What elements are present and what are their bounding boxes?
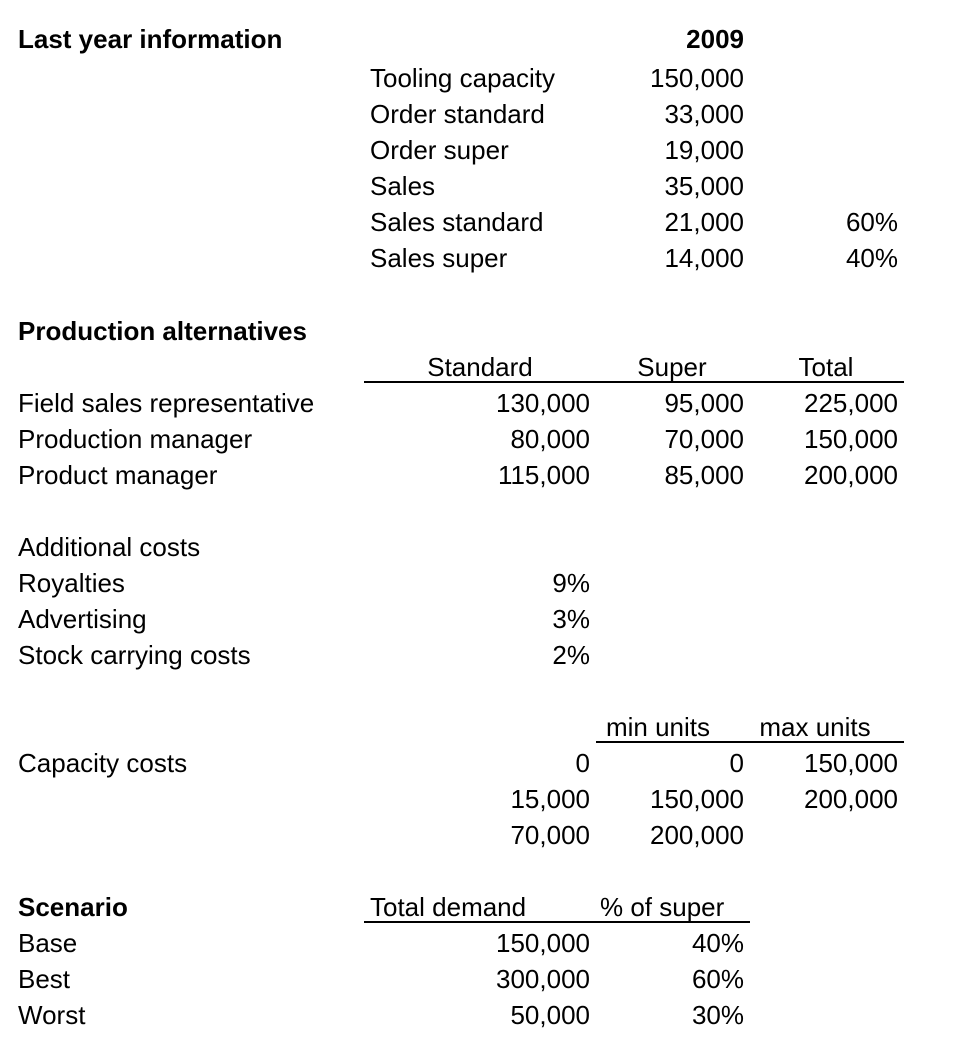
- scenario-row-label: Base: [18, 928, 78, 958]
- scenario-super-pct-value: 30%: [691, 1000, 744, 1030]
- col-header-super: Super: [637, 352, 707, 382]
- last-year-label: Sales standard: [370, 207, 544, 237]
- capacity-label: Capacity costs: [18, 748, 188, 778]
- col-header-total-demand: Total demand: [370, 892, 527, 922]
- last-year-label: Sales super: [370, 243, 508, 273]
- last-year-value: 21,000: [664, 207, 744, 237]
- additional-row-label: Royalties: [18, 568, 125, 598]
- additional-row-value: 9%: [552, 568, 590, 598]
- production-heading: Production alternatives: [18, 316, 307, 346]
- additional-row-value: 3%: [552, 604, 590, 634]
- production-total-value: 200,000: [804, 460, 898, 490]
- last-year-heading: Last year information: [18, 24, 283, 54]
- col-header-min-units: min units: [605, 712, 711, 742]
- production-super-value: 70,000: [664, 424, 744, 454]
- scenario-header-rule: [364, 921, 750, 923]
- scenario-demand-value: 300,000: [496, 964, 590, 994]
- additional-row-label: Advertising: [18, 604, 147, 634]
- last-year-pct: 60%: [845, 207, 898, 237]
- production-row-label: Field sales representative: [18, 388, 315, 418]
- scenario-super-pct-value: 60%: [691, 964, 744, 994]
- production-super-value: 85,000: [664, 460, 744, 490]
- col-header-total: Total: [798, 352, 854, 382]
- last-year-value: 19,000: [664, 135, 744, 165]
- production-super-value: 95,000: [664, 388, 744, 418]
- production-standard-value: 80,000: [510, 424, 590, 454]
- col-header-standard: Standard: [427, 352, 533, 382]
- capacity-max-value: 150,000: [804, 748, 898, 778]
- last-year-value: 14,000: [664, 243, 744, 273]
- production-standard-value: 115,000: [497, 460, 590, 490]
- capacity-min-value: 150,000: [650, 784, 744, 814]
- scenario-super-pct-value: 40%: [691, 928, 744, 958]
- last-year-label: Order super: [370, 135, 509, 165]
- scenario-demand-value: 150,000: [496, 928, 590, 958]
- capacity-min-value: 0: [729, 748, 744, 778]
- production-total-value: 150,000: [804, 424, 898, 454]
- capacity-max-value: 200,000: [804, 784, 898, 814]
- production-row-label: Production manager: [18, 424, 253, 454]
- col-header-pct-super: % of super: [600, 892, 725, 922]
- additional-row-value: 2%: [552, 640, 590, 670]
- additional-row-label: Stock carrying costs: [18, 640, 251, 670]
- last-year-value: 33,000: [664, 99, 744, 129]
- capacity-header-rule: [596, 741, 904, 743]
- production-header-rule: [364, 381, 904, 383]
- last-year-value: 150,000: [650, 63, 744, 93]
- capacity-cost-value: 15,000: [510, 784, 590, 814]
- last-year-pct: 40%: [845, 243, 898, 273]
- capacity-cost-value: 70,000: [510, 820, 590, 850]
- last-year-label: Order standard: [370, 99, 545, 129]
- capacity-cost-value: 0: [575, 748, 590, 778]
- capacity-min-value: 200,000: [650, 820, 744, 850]
- last-year-label: Tooling capacity: [370, 63, 555, 93]
- last-year-label: Sales: [370, 171, 436, 201]
- additional-heading: Additional costs: [18, 532, 201, 562]
- production-standard-value: 130,000: [496, 388, 590, 418]
- last-year-value: 35,000: [664, 171, 744, 201]
- col-header-max-units: max units: [759, 712, 871, 742]
- scenario-row-label: Best: [18, 964, 71, 994]
- production-row-label: Product manager: [18, 460, 218, 490]
- year-header: 2009: [686, 24, 744, 54]
- production-total-value: 225,000: [804, 388, 898, 418]
- scenario-heading: Scenario: [18, 892, 128, 922]
- scenario-demand-value: 50,000: [510, 1000, 590, 1030]
- scenario-row-label: Worst: [18, 1000, 86, 1030]
